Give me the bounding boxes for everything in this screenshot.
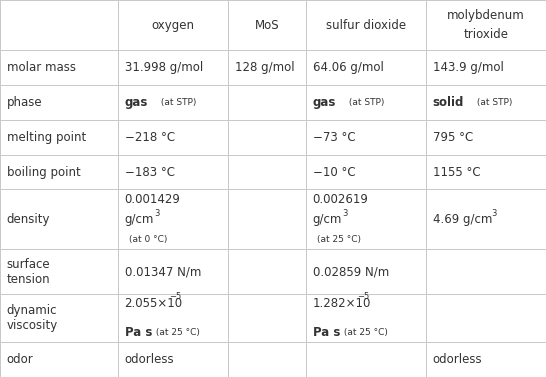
Text: MoS: MoS xyxy=(254,18,280,32)
Text: odorless: odorless xyxy=(124,353,174,366)
Text: molybdenum: molybdenum xyxy=(447,9,525,22)
Text: 1155 °C: 1155 °C xyxy=(432,166,480,179)
Text: 795 °C: 795 °C xyxy=(432,131,473,144)
Text: gas: gas xyxy=(124,96,148,109)
Text: Pa s: Pa s xyxy=(124,326,152,339)
Text: g/cm: g/cm xyxy=(312,213,342,226)
Text: 0.002619: 0.002619 xyxy=(312,193,369,206)
Text: 3: 3 xyxy=(342,209,348,218)
Text: boiling point: boiling point xyxy=(7,166,80,179)
Text: gas: gas xyxy=(312,96,336,109)
Text: 64.06 g/mol: 64.06 g/mol xyxy=(312,61,383,74)
Text: −10 °C: −10 °C xyxy=(312,166,355,179)
Text: (at STP): (at STP) xyxy=(158,98,197,107)
Text: phase: phase xyxy=(7,96,42,109)
Text: −218 °C: −218 °C xyxy=(124,131,175,144)
Text: (at STP): (at STP) xyxy=(473,98,512,107)
Text: oxygen: oxygen xyxy=(151,18,194,32)
Text: 143.9 g/mol: 143.9 g/mol xyxy=(432,61,503,74)
Text: molar mass: molar mass xyxy=(7,61,75,74)
Text: −5: −5 xyxy=(357,293,370,302)
Text: 31.998 g/mol: 31.998 g/mol xyxy=(124,61,203,74)
Text: (at STP): (at STP) xyxy=(346,98,385,107)
Text: 0.01347 N/m: 0.01347 N/m xyxy=(124,265,201,278)
Text: 0.02859 N/m: 0.02859 N/m xyxy=(312,265,389,278)
Text: 1.282×10: 1.282×10 xyxy=(312,297,371,310)
Text: 0.001429: 0.001429 xyxy=(124,193,180,206)
Text: trioxide: trioxide xyxy=(464,28,508,41)
Text: density: density xyxy=(7,213,50,226)
Text: −73 °C: −73 °C xyxy=(312,131,355,144)
Text: g/cm: g/cm xyxy=(124,213,154,226)
Text: dynamic
viscosity: dynamic viscosity xyxy=(7,304,58,332)
Text: 3: 3 xyxy=(491,209,496,218)
Text: Pa s: Pa s xyxy=(312,326,340,339)
Text: odor: odor xyxy=(7,353,33,366)
Text: 3: 3 xyxy=(155,209,160,218)
Text: 128 g/mol: 128 g/mol xyxy=(235,61,294,74)
Text: melting point: melting point xyxy=(7,131,86,144)
Text: −5: −5 xyxy=(169,293,182,302)
Text: solid: solid xyxy=(432,96,464,109)
Text: (at 25 °C): (at 25 °C) xyxy=(153,328,200,337)
Text: (at 0 °C): (at 0 °C) xyxy=(129,234,167,244)
Text: sulfur dioxide: sulfur dioxide xyxy=(326,18,406,32)
Text: odorless: odorless xyxy=(432,353,482,366)
Text: (at 25 °C): (at 25 °C) xyxy=(317,234,361,244)
Text: surface
tension: surface tension xyxy=(7,257,50,286)
Text: −183 °C: −183 °C xyxy=(124,166,175,179)
Text: 2.055×10: 2.055×10 xyxy=(124,297,183,310)
Text: (at 25 °C): (at 25 °C) xyxy=(341,328,388,337)
Text: 4.69 g/cm: 4.69 g/cm xyxy=(432,213,492,226)
